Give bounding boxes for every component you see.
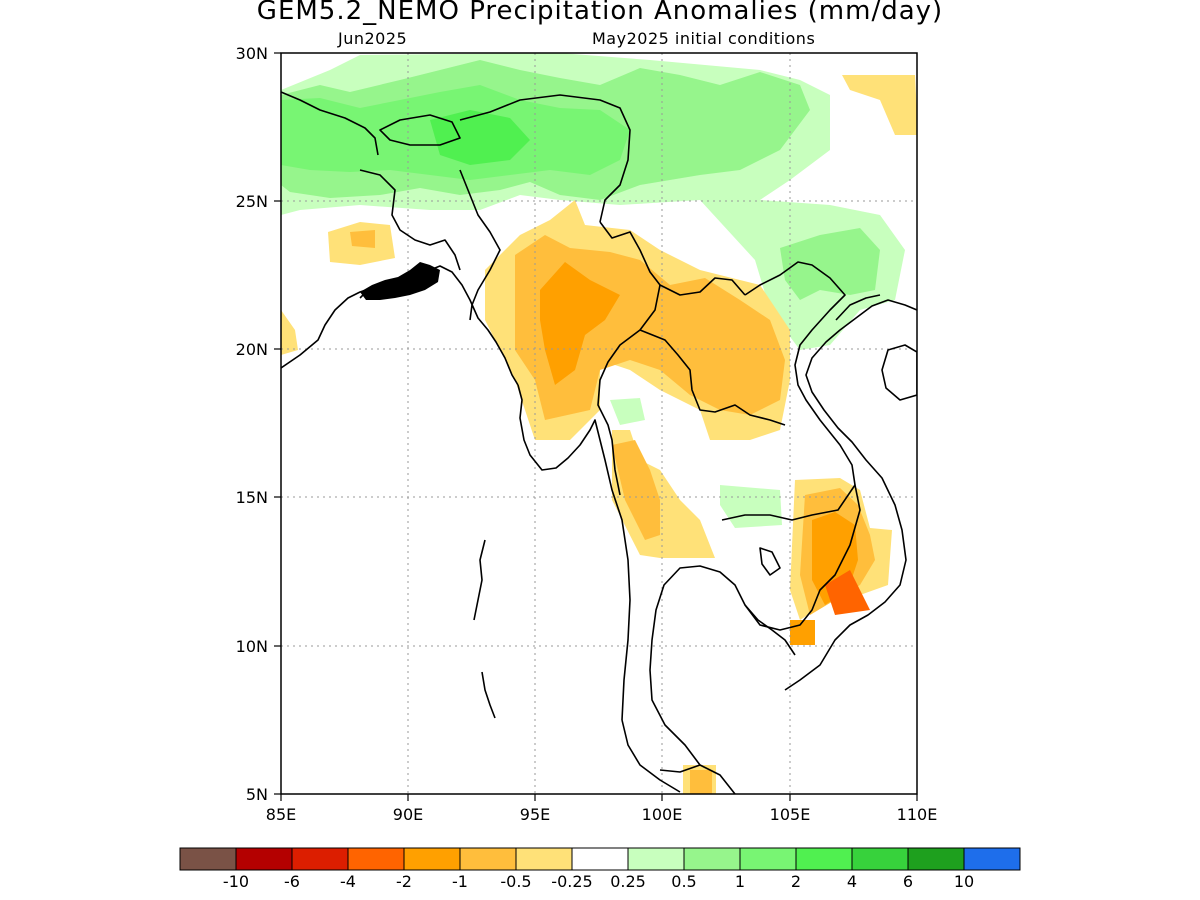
colorbar-swatch — [627, 847, 685, 871]
border-laos-vietnam — [744, 261, 856, 486]
colorbar-label: -0.25 — [551, 872, 592, 891]
colorbar-label: -2 — [396, 872, 412, 891]
colorbar-label: 2 — [791, 872, 801, 891]
colorbar-label: -6 — [284, 872, 300, 891]
colorbar-swatch — [795, 847, 853, 871]
coastline-nicobar-islands — [481, 671, 496, 719]
lat-label: 25N — [236, 192, 268, 211]
map-frame — [280, 52, 918, 795]
dry-anomaly-moderate-west — [350, 230, 375, 248]
colorbar-swatch — [571, 847, 629, 871]
colorbar-swatch — [235, 847, 293, 871]
initial-conditions-label: May2025 initial conditions — [592, 29, 816, 48]
colorbar: -10 -6 -4 -2 -1 -0.5 -0.25 0.25 0.5 1 2 4 6 10 — [179, 847, 1021, 891]
colorbar-swatch — [515, 847, 573, 871]
colorbar-label: 10 — [954, 872, 974, 891]
dry-anomaly-very-strong-mekong — [825, 570, 870, 615]
gridlines — [281, 53, 917, 794]
colorbar-swatch — [963, 847, 1021, 871]
lon-label: 100E — [642, 805, 683, 824]
colorbar-label: 6 — [903, 872, 913, 891]
latitude-labels: 5N 10N 15N 20N 25N 30N — [236, 44, 268, 804]
coastline-hainan — [881, 344, 917, 401]
dry-anomaly-moderate-isthmus — [690, 770, 712, 794]
wet-anomaly-strong-north — [430, 110, 530, 165]
colorbar-swatch — [291, 847, 349, 871]
dry-anomaly-light-edge — [281, 310, 298, 355]
colorbar-label: -0.5 — [500, 872, 531, 891]
dry-anomaly-strong-delta — [790, 620, 815, 645]
border-india-bangladesh — [359, 169, 461, 271]
tick-marks — [274, 52, 918, 801]
wet-anomaly-southeast — [780, 228, 880, 300]
colorbar-swatch — [683, 847, 741, 871]
colorbar-label: 4 — [847, 872, 857, 891]
border-thailand-malaysia — [659, 764, 701, 773]
dry-anomaly-light-ne — [842, 75, 917, 135]
colorbar-swatch — [403, 847, 461, 871]
lon-label: 90E — [393, 805, 423, 824]
colorbar-swatch — [347, 847, 405, 871]
coastline-malay-west — [621, 719, 681, 793]
wet-anomaly-bay — [610, 398, 645, 425]
colorbar-label: 1 — [735, 872, 745, 891]
coastline-vietnam — [784, 299, 917, 691]
border-nepal-india — [281, 91, 379, 156]
coastline-gulf-of-thailand — [649, 565, 796, 794]
lon-label: 95E — [520, 805, 550, 824]
colorbar-label: -1 — [452, 872, 468, 891]
colorbar-label: -4 — [340, 872, 356, 891]
colorbar-swatch — [907, 847, 965, 871]
lon-label: 105E — [770, 805, 811, 824]
coastline-myanmar — [517, 384, 631, 721]
ganges-delta-islands — [360, 262, 440, 300]
dry-anomaly-strong-north — [540, 262, 620, 385]
coastline-south-china — [835, 294, 881, 321]
lat-label: 5N — [246, 785, 268, 804]
colorbar-label: -10 — [223, 872, 249, 891]
map-title: GEM5.2_NEMO Precipitation Anomalies (mm/… — [256, 0, 944, 26]
border-cambodia — [721, 484, 861, 631]
lat-label: 10N — [236, 637, 268, 656]
lat-label: 15N — [236, 488, 268, 507]
border-laos-thailand — [639, 329, 786, 426]
colorbar-swatch — [459, 847, 517, 871]
coastline-andaman-islands — [473, 539, 486, 621]
colorbar-swatch — [739, 847, 797, 871]
forecast-month: Jun2025 — [338, 29, 408, 48]
border-india-china-east — [459, 94, 631, 223]
colorbar-swatch — [179, 847, 237, 871]
colorbar-swatch — [851, 847, 909, 871]
tonle-sap-lake — [759, 547, 781, 576]
lat-label: 30N — [236, 44, 268, 63]
colorbar-label: 0.5 — [671, 872, 696, 891]
border-bhutan — [379, 114, 461, 146]
colorbar-label: 0.25 — [610, 872, 646, 891]
longitude-labels: 85E 90E 95E 100E 105E 110E — [266, 805, 938, 824]
wet-anomaly-laos — [720, 485, 782, 528]
coastlines-and-borders — [281, 91, 917, 794]
lat-label: 20N — [236, 340, 268, 359]
border-myanmar-india — [459, 169, 501, 321]
dry-anomaly-moderate-south — [612, 440, 660, 540]
lon-label: 110E — [897, 805, 938, 824]
border-myanmar-thailand — [597, 284, 661, 496]
lon-label: 85E — [266, 805, 296, 824]
